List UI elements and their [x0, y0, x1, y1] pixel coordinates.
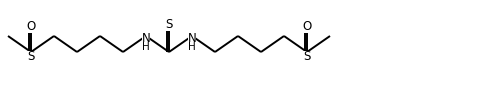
Text: O: O — [303, 20, 311, 32]
Text: S: S — [303, 51, 310, 64]
Text: S: S — [165, 18, 173, 31]
Text: H: H — [188, 42, 196, 52]
Text: O: O — [27, 20, 35, 32]
Text: N: N — [142, 32, 151, 45]
Text: H: H — [142, 42, 150, 52]
Text: N: N — [187, 32, 196, 45]
Text: S: S — [28, 51, 35, 64]
